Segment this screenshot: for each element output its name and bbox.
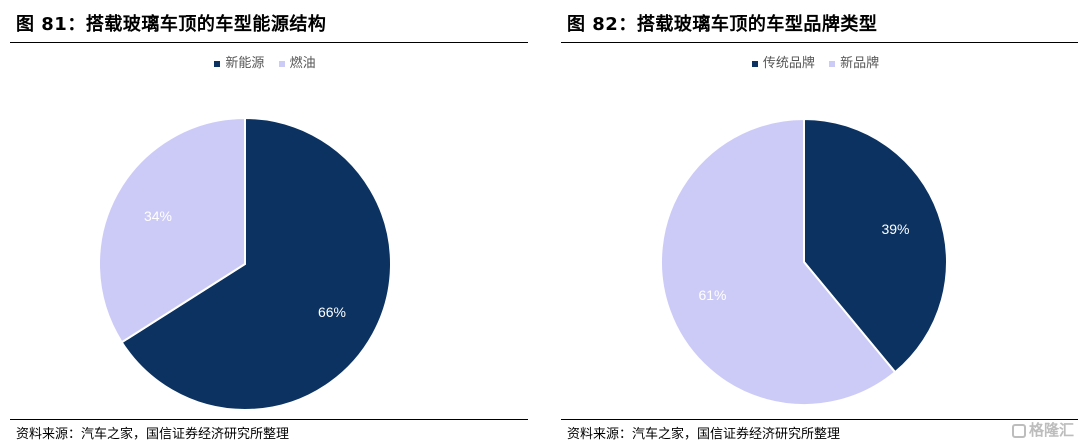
legend-swatch-icon <box>278 60 285 67</box>
legend-label: 传统品牌 <box>762 56 815 71</box>
legend-item: 传统品牌 <box>751 52 815 71</box>
legend-item: 新能源 <box>214 52 264 71</box>
slice-value-label: 34% <box>144 208 172 224</box>
legend-swatch-icon <box>829 60 836 67</box>
slice-value-label: 39% <box>881 221 909 237</box>
legend-label: 燃油 <box>289 56 316 71</box>
legend-swatch-icon <box>751 60 758 67</box>
legend-item: 燃油 <box>278 52 316 71</box>
chart-legend: 新能源 燃油 <box>0 52 530 71</box>
chart-title: 图 82：搭载玻璃车顶的车型品牌类型 <box>567 14 878 35</box>
legend-label: 新能源 <box>225 56 265 71</box>
pie-slice <box>120 116 392 411</box>
watermark: 格隆汇 <box>1011 419 1074 440</box>
source-note: 资料来源：汽车之家，国信证券经济研究所整理 <box>567 427 841 442</box>
slice-value-label: 61% <box>698 287 726 303</box>
pie-slice <box>803 117 948 374</box>
glh-logo-icon <box>1011 423 1026 438</box>
legend-item: 新品牌 <box>829 52 879 71</box>
pie-slice <box>660 117 897 406</box>
title-divider <box>561 42 1078 43</box>
legend-swatch-icon <box>214 60 221 67</box>
chart-panel-right: 图 82：搭载玻璃车顶的车型品牌类型 传统品牌 新品牌 39% 61% 资料来源：… <box>551 0 1080 443</box>
chart-panel-left: 图 81：搭载玻璃车顶的车型能源结构 新能源 燃油 66% 34% 资料来源：汽车… <box>0 0 530 443</box>
chart-title: 图 81：搭载玻璃车顶的车型能源结构 <box>16 14 327 35</box>
pie-slice <box>98 116 246 344</box>
title-divider <box>10 42 528 43</box>
source-note: 资料来源：汽车之家，国信证券经济研究所整理 <box>16 427 290 442</box>
legend-label: 新品牌 <box>840 56 880 71</box>
pie-chart: 66% 34% <box>98 116 392 411</box>
source-divider <box>561 419 1078 420</box>
watermark-text: 格隆汇 <box>1028 421 1074 439</box>
slice-value-label: 66% <box>318 304 346 320</box>
pie-chart: 39% 61% <box>660 117 948 406</box>
source-divider <box>10 419 528 420</box>
chart-legend: 传统品牌 新品牌 <box>551 52 1080 71</box>
